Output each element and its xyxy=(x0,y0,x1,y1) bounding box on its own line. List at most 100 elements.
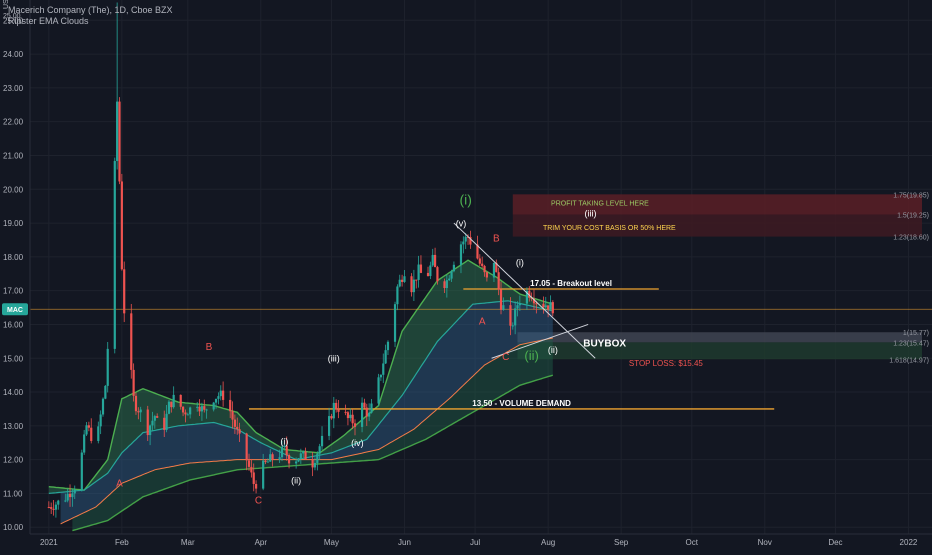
fib-label: 1.75(19.85) xyxy=(893,192,929,199)
candle-body xyxy=(113,160,116,349)
price-tag xyxy=(2,303,28,316)
candle-body xyxy=(229,399,232,412)
annotation: BUYBOX xyxy=(583,338,626,349)
candle-body xyxy=(445,280,448,289)
candle-body xyxy=(151,420,154,426)
candle-body xyxy=(551,302,554,314)
zones xyxy=(512,194,922,360)
candle-body xyxy=(448,278,451,281)
candle-body xyxy=(283,445,286,447)
trendline xyxy=(453,222,596,359)
candle-body xyxy=(469,236,472,245)
candle-body xyxy=(247,460,251,467)
annotation: TRIM YOUR COST BASIS OR 50% HERE xyxy=(543,225,676,232)
ema-mid-line xyxy=(60,337,553,525)
candle-body xyxy=(528,290,531,298)
candle-body xyxy=(47,506,50,508)
candle-body xyxy=(250,466,253,473)
candle-body xyxy=(200,406,204,412)
trendline xyxy=(491,323,589,359)
candle-body xyxy=(269,454,272,462)
y-tick-label: 23.00 xyxy=(3,84,24,93)
candle-body xyxy=(80,452,83,490)
candle-body xyxy=(368,412,371,417)
candle-body xyxy=(132,369,135,396)
candle-body xyxy=(335,402,338,410)
zone-stop xyxy=(517,342,922,360)
x-tick-label: Feb xyxy=(115,538,129,547)
x-tick-label: Dec xyxy=(828,538,842,547)
y-tick-label: 15.00 xyxy=(3,354,24,363)
candle-body xyxy=(68,493,72,498)
candle-body xyxy=(184,412,187,415)
fib-label: 1(15.77) xyxy=(903,330,929,337)
candle-body xyxy=(52,508,55,510)
candle-body xyxy=(233,419,236,427)
candle-body xyxy=(514,308,517,326)
level-label: 13.50 - VOLUME DEMAND xyxy=(472,399,571,408)
candle-body xyxy=(212,402,215,410)
level-label: 17.05 - Breakout level xyxy=(530,279,612,288)
candle-body xyxy=(304,451,307,460)
candle-body xyxy=(351,414,354,424)
candle-body xyxy=(90,427,93,441)
candle-body xyxy=(549,302,552,310)
cloud-fast xyxy=(48,260,553,494)
candle-body xyxy=(254,483,258,489)
candle-body xyxy=(99,414,102,427)
candle-body xyxy=(370,403,373,413)
candle-body xyxy=(198,406,201,412)
candle-body xyxy=(429,265,432,277)
candle-body xyxy=(530,297,533,299)
candle-body xyxy=(85,425,88,435)
zone-buybox xyxy=(517,332,922,343)
candle-body xyxy=(295,461,298,464)
candle-body xyxy=(509,305,512,326)
candle-body xyxy=(153,416,156,421)
candle-body xyxy=(66,493,69,501)
fib-label: 1.23(15.47) xyxy=(893,340,929,347)
candle-body xyxy=(156,416,159,418)
candle-body xyxy=(344,411,347,413)
candle-body xyxy=(271,454,274,460)
candle-body xyxy=(478,258,481,264)
candle-body xyxy=(365,407,368,417)
candle-body xyxy=(382,363,385,375)
candle-body xyxy=(502,305,505,310)
candle-body xyxy=(217,396,220,399)
price-tag-label: MAC xyxy=(7,307,23,314)
annotation: C xyxy=(502,352,509,363)
candle-body xyxy=(299,453,302,459)
candle-body xyxy=(462,241,465,245)
candle-body xyxy=(363,402,366,408)
candle-body xyxy=(516,305,519,309)
candle-body xyxy=(137,411,140,413)
candle-body xyxy=(83,434,86,453)
candle-body xyxy=(186,414,189,416)
candle-body xyxy=(287,454,291,464)
candle-body xyxy=(542,303,545,308)
y-tick-label: 13.00 xyxy=(3,422,24,431)
zone-profit xyxy=(512,194,922,215)
candle-body xyxy=(544,305,547,308)
candle-body xyxy=(337,409,340,412)
candle-body xyxy=(266,461,269,463)
candle-body xyxy=(379,374,383,378)
candle-body xyxy=(459,244,463,265)
candle-body xyxy=(466,236,470,238)
x-tick-label: Jun xyxy=(398,538,411,547)
annotation: (iii) xyxy=(328,354,340,364)
candle-body xyxy=(179,394,182,407)
candle-body xyxy=(535,303,538,305)
candle-body xyxy=(377,377,380,404)
fib-label: 1.5(19.25) xyxy=(897,213,929,220)
candle-body xyxy=(452,264,456,272)
y-tick-label: 19.00 xyxy=(3,219,24,228)
y-tick-label-top: 25.00 xyxy=(3,13,21,20)
candle-body xyxy=(57,500,60,505)
y-tick-label: 12.00 xyxy=(3,456,24,465)
candle-body xyxy=(349,414,352,419)
candle-body xyxy=(492,262,496,278)
